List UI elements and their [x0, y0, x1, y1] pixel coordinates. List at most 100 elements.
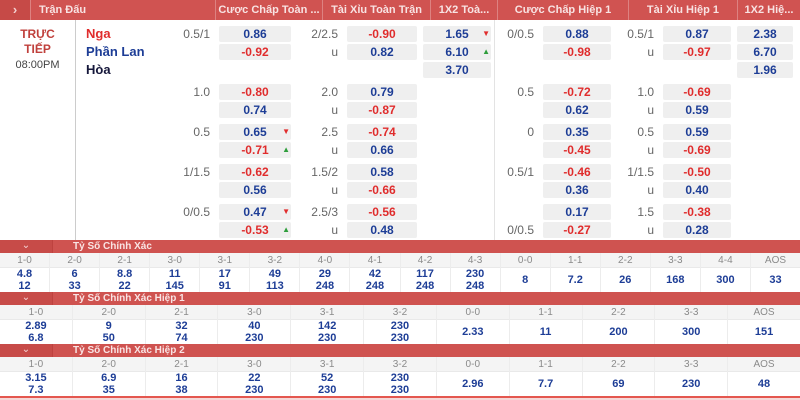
handicap-ft-odds[interactable]: -0.71 ▲: [219, 142, 291, 158]
score-odds-value[interactable]: 113: [265, 280, 284, 292]
score-odds-value[interactable]: 11: [168, 268, 181, 280]
score-odds-value[interactable]: 33: [769, 274, 782, 286]
1x2-ft-odds[interactable]: 3.70: [423, 62, 491, 78]
handicap-ft-odds[interactable]: 0.56: [219, 182, 291, 198]
handicap-ft-odds[interactable]: -0.53 ▲: [219, 222, 291, 238]
handicap-h1-odds[interactable]: 0.62: [543, 102, 611, 118]
score-odds-value[interactable]: 230: [390, 332, 410, 344]
score-odds-value[interactable]: 248: [315, 280, 335, 292]
score-odds-value[interactable]: 91: [218, 280, 231, 292]
handicap-ft-odds[interactable]: -0.92: [219, 44, 291, 60]
score-odds-value[interactable]: 248: [465, 280, 485, 292]
chevron-down-icon[interactable]: ⌄: [0, 344, 53, 357]
score-odds-value[interactable]: 145: [165, 280, 184, 292]
score-odds-value[interactable]: 22: [118, 280, 131, 292]
score-odds-value[interactable]: 230: [317, 384, 337, 396]
score-odds-value[interactable]: 22: [248, 372, 261, 384]
score-odds-value[interactable]: 32: [175, 320, 188, 332]
score-odds-value[interactable]: 6.8: [28, 332, 44, 344]
1x2-h1-odds[interactable]: 6.70: [737, 44, 793, 60]
score-odds-value[interactable]: 248: [415, 280, 435, 292]
score-odds-value[interactable]: 69: [612, 378, 625, 390]
over-under-ft-odds[interactable]: -0.90: [347, 26, 417, 42]
over-under-ft-odds[interactable]: 0.82: [347, 44, 417, 60]
score-odds-value[interactable]: 35: [102, 384, 115, 396]
score-odds-value[interactable]: 9: [105, 320, 112, 332]
score-odds-value[interactable]: 2.96: [462, 378, 484, 390]
score-odds-value[interactable]: 11: [539, 326, 552, 338]
handicap-ft-odds[interactable]: -0.62: [219, 164, 291, 180]
over-under-ft-odds[interactable]: -0.66: [347, 182, 417, 198]
over-under-h1-odds[interactable]: 0.28: [663, 222, 731, 238]
score-section-header[interactable]: ⌄ Tỷ Số Chính Xác: [0, 240, 800, 253]
score-odds-value[interactable]: 12: [18, 280, 31, 292]
handicap-ft-odds[interactable]: 0.65 ▼: [219, 124, 291, 140]
over-under-ft-odds[interactable]: 0.79: [347, 84, 417, 100]
handicap-h1-odds[interactable]: 0.36: [543, 182, 611, 198]
score-odds-value[interactable]: 151: [754, 326, 774, 338]
over-under-h1-odds[interactable]: -0.38: [663, 204, 731, 220]
score-odds-value[interactable]: 17: [218, 268, 231, 280]
over-under-h1-odds[interactable]: 0.59: [663, 124, 731, 140]
1x2-ft-odds[interactable]: 1.65 ▼: [423, 26, 491, 42]
over-under-h1-odds[interactable]: -0.69: [663, 142, 731, 158]
over-under-h1-odds[interactable]: -0.50: [663, 164, 731, 180]
handicap-h1-odds[interactable]: 0.17: [543, 204, 611, 220]
handicap-ft-odds[interactable]: -0.80: [219, 84, 291, 100]
score-odds-value[interactable]: 52: [321, 372, 334, 384]
score-odds-value[interactable]: 8: [522, 274, 529, 286]
handicap-ft-odds[interactable]: 0.86: [219, 26, 291, 42]
handicap-ft-odds[interactable]: 0.47 ▼: [219, 204, 291, 220]
handicap-h1-odds[interactable]: -0.45: [543, 142, 611, 158]
1x2-h1-odds[interactable]: 2.38: [737, 26, 793, 42]
over-under-ft-odds[interactable]: 0.48: [347, 222, 417, 238]
score-odds-value[interactable]: 6: [71, 268, 78, 280]
chevron-down-icon[interactable]: ⌄: [0, 292, 53, 305]
score-odds-value[interactable]: 16: [175, 372, 188, 384]
score-odds-value[interactable]: 7.7: [537, 378, 554, 390]
score-odds-value[interactable]: 7.2: [567, 274, 583, 286]
score-odds-value[interactable]: 74: [175, 332, 188, 344]
score-odds-value[interactable]: 200: [609, 326, 628, 338]
chevron-right-icon[interactable]: ›: [0, 0, 30, 20]
score-section-header[interactable]: ⌄ Tỷ Số Chính Xác Hiệp 2: [0, 344, 800, 357]
score-odds-value[interactable]: 6.9: [101, 372, 117, 384]
score-odds-value[interactable]: 8.8: [117, 268, 133, 280]
over-under-ft-odds[interactable]: -0.56: [347, 204, 417, 220]
score-odds-value[interactable]: 42: [368, 268, 382, 280]
handicap-h1-odds[interactable]: 0.35: [543, 124, 611, 140]
handicap-h1-odds[interactable]: -0.72: [543, 84, 611, 100]
over-under-h1-odds[interactable]: 0.40: [663, 182, 731, 198]
score-section-header[interactable]: ⌄ Tỷ Số Chính Xác Hiệp 1: [0, 292, 800, 305]
handicap-ft-odds[interactable]: 0.74: [219, 102, 291, 118]
score-odds-value[interactable]: 2.33: [462, 326, 484, 338]
score-odds-value[interactable]: 49: [268, 268, 281, 280]
over-under-h1-odds[interactable]: 0.87: [663, 26, 731, 42]
score-odds-value[interactable]: 248: [365, 280, 385, 292]
score-odds-value[interactable]: 4.8: [16, 268, 33, 280]
over-under-ft-odds[interactable]: -0.74: [347, 124, 417, 140]
score-odds-value[interactable]: 117: [416, 268, 434, 280]
score-odds-value[interactable]: 142: [317, 320, 337, 332]
score-odds-value[interactable]: 168: [666, 274, 685, 286]
over-under-ft-odds[interactable]: -0.87: [347, 102, 417, 118]
score-odds-value[interactable]: 230: [317, 332, 337, 344]
score-odds-value[interactable]: 40: [248, 320, 261, 332]
score-odds-value[interactable]: 230: [245, 332, 264, 344]
score-odds-value[interactable]: 50: [102, 332, 115, 344]
chevron-down-icon[interactable]: ⌄: [0, 240, 53, 253]
score-odds-value[interactable]: 230: [465, 268, 485, 280]
over-under-ft-odds[interactable]: 0.66: [347, 142, 417, 158]
handicap-h1-odds[interactable]: -0.27: [543, 222, 611, 238]
score-odds-value[interactable]: 26: [619, 274, 632, 286]
score-odds-value[interactable]: 7.3: [28, 384, 44, 396]
handicap-h1-odds[interactable]: 0.88: [543, 26, 611, 42]
score-odds-value[interactable]: 300: [682, 326, 701, 338]
score-odds-value[interactable]: 300: [716, 274, 735, 286]
1x2-h1-odds[interactable]: 1.96: [737, 62, 793, 78]
score-odds-value[interactable]: 230: [245, 384, 264, 396]
score-odds-value[interactable]: 230: [390, 320, 410, 332]
over-under-ft-odds[interactable]: 0.58: [347, 164, 417, 180]
1x2-ft-odds[interactable]: 6.10 ▲: [423, 44, 491, 60]
score-odds-value[interactable]: 2.89: [25, 320, 47, 332]
